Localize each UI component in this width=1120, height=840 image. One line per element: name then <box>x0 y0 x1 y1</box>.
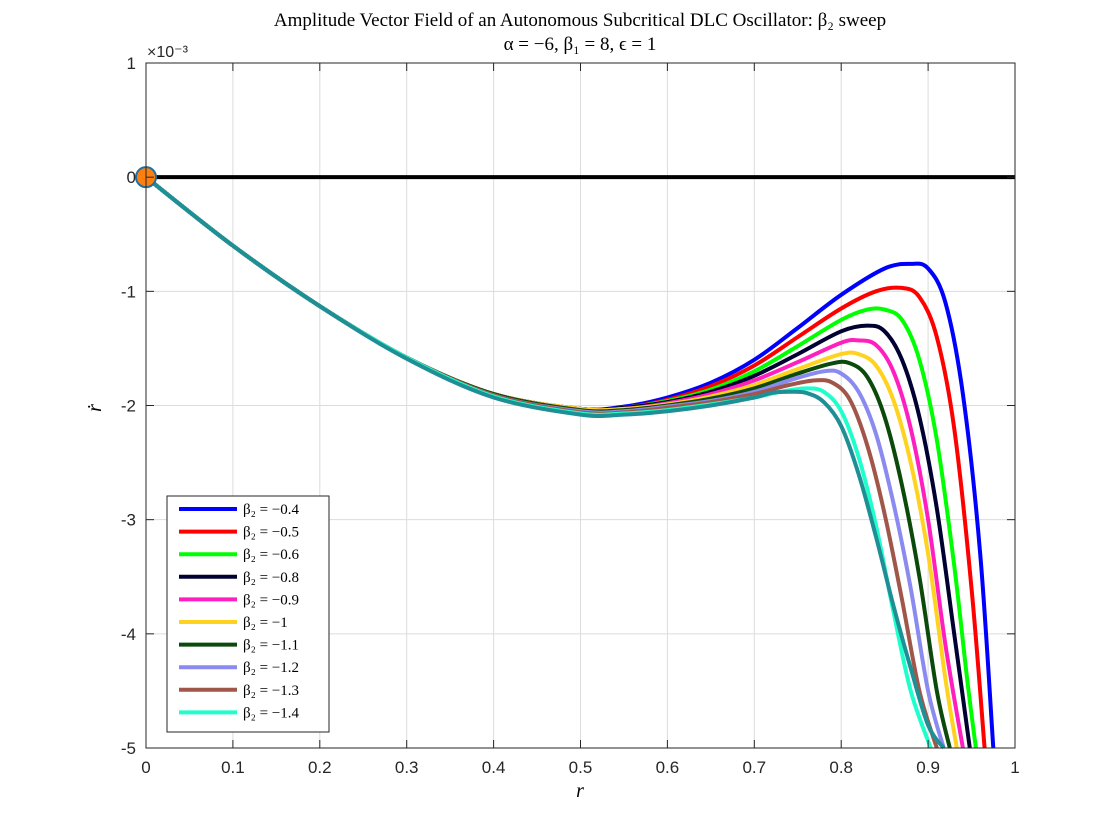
y-axis-label: ṙ <box>84 404 106 412</box>
y-tick-label: 0 <box>127 168 136 187</box>
legend-label: β₂ = −0.6 <box>243 547 300 563</box>
legend-label: β₂ = −1.3 <box>243 683 299 699</box>
y-tick-label: -2 <box>121 397 136 416</box>
legend: β₂ = −0.4 β₂ = −0.5 β₂ = −0.6 β₂ = −0.8 β₂ =… <box>166 495 330 733</box>
axis-ticks: 0 0.1 0.2 0.3 0.4 0.5 0.6 0.7 0.8 0.9 1 -5 -4 -3 -2 -1 0… <box>121 54 1020 777</box>
legend-label: β₂ = −0.5 <box>243 525 299 541</box>
y-exponent-label: ×10⁻³ <box>147 44 189 61</box>
y-tick-label: -4 <box>121 625 136 644</box>
x-tick-label: 0.2 <box>308 758 332 777</box>
x-tick-label: 0 <box>141 758 150 777</box>
legend-box <box>166 495 330 733</box>
x-tick-label: 0.6 <box>656 758 680 777</box>
y-tick-label: -3 <box>121 511 136 530</box>
x-tick-label: 0.8 <box>829 758 853 777</box>
legend-label: β₂ = −1 <box>243 615 288 631</box>
x-tick-label: 1 <box>1010 758 1019 777</box>
legend-label: β₂ = −1.2 <box>243 660 299 676</box>
y-tick-label: 1 <box>127 54 136 73</box>
chart-subtitle: α = −6, β₁ = 8, ϵ = 1 <box>504 34 657 55</box>
legend-label: β₂ = −0.4 <box>243 502 300 518</box>
y-tick-label: -5 <box>121 739 136 758</box>
x-tick-label: 0.1 <box>221 758 245 777</box>
legend-label: β₂ = −0.8 <box>243 570 299 586</box>
x-tick-label: 0.9 <box>916 758 940 777</box>
x-tick-label: 0.7 <box>742 758 766 777</box>
legend-label: β₂ = −0.9 <box>243 592 299 608</box>
series-line <box>144 175 946 750</box>
series-layer <box>144 175 996 750</box>
y-tick-label: -1 <box>121 282 136 301</box>
legend-label: β₂ = −1.4 <box>243 705 300 721</box>
x-tick-label: 0.4 <box>482 758 506 777</box>
legend-label: β₂ = −1.1 <box>243 638 299 654</box>
chart-title: Amplitude Vector Field of an Autonomous … <box>274 10 886 31</box>
x-axis-label: r <box>576 780 584 802</box>
x-tick-label: 0.3 <box>395 758 419 777</box>
x-tick-label: 0.5 <box>569 758 593 777</box>
